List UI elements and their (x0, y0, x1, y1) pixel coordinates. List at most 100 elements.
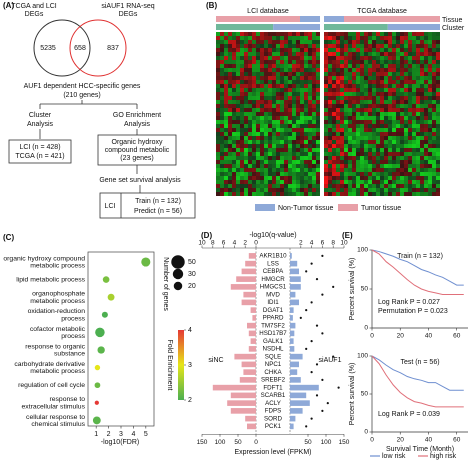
heatmap-cell (280, 60, 284, 64)
heatmap-cell (260, 112, 264, 116)
heatmap-cell (424, 40, 428, 44)
bar (250, 338, 256, 344)
gene-label: NSDHL (263, 346, 285, 353)
heatmap-cell (344, 164, 348, 168)
heatmap-cell (248, 92, 252, 96)
heatmap-cell (268, 184, 272, 188)
heatmap-cell (260, 176, 264, 180)
heatmap-cell (276, 164, 280, 168)
heatmap-cell (400, 132, 404, 136)
heatmap-cell (284, 148, 288, 152)
tick-label: 4 (233, 240, 237, 247)
heatmap-cell (260, 100, 264, 104)
heatmap-cell (312, 168, 316, 172)
heatmap-cell (408, 48, 412, 52)
heatmap-cell (248, 44, 252, 48)
heatmap-cell (244, 192, 248, 196)
heatmap-cell (404, 112, 408, 116)
heatmap-cell (224, 124, 228, 128)
heatmap-cell (292, 48, 296, 52)
heatmap-cell (424, 96, 428, 100)
heatmap-cell (432, 160, 436, 164)
heatmap-cell (412, 152, 416, 156)
heatmap-cell (428, 120, 432, 124)
heatmap-cell (304, 172, 308, 176)
heatmap-cell (228, 132, 232, 136)
heatmap-cell (408, 136, 412, 140)
heatmap-cell (316, 160, 320, 164)
heatmap-cell (428, 64, 432, 68)
heatmap-cell (252, 60, 256, 64)
tissue-bar (300, 16, 320, 22)
heatmap-cell (376, 188, 380, 192)
heatmap-cell (428, 144, 432, 148)
heatmap-cell (308, 68, 312, 72)
heatmap-cell (412, 104, 416, 108)
heatmap-cell (308, 136, 312, 140)
y-tick-label: 50 (361, 391, 369, 398)
heatmap-cell (376, 172, 380, 176)
heatmap-cell (308, 100, 312, 104)
heatmap-cell (436, 108, 440, 112)
heatmap-cell (396, 96, 400, 100)
step: Analysis (124, 121, 151, 128)
heatmap-cell (348, 96, 352, 100)
heatmap-cell (316, 192, 320, 196)
heatmap-cell (276, 40, 280, 44)
heatmap-cell (304, 60, 308, 64)
panel-label: (A) (3, 1, 14, 10)
heatmap-cell (428, 84, 432, 88)
heatmap-cell (312, 56, 316, 60)
heatmap-cell (432, 52, 436, 56)
heatmap-cell (264, 136, 268, 140)
heatmap-cell (284, 36, 288, 40)
heatmap-cell (400, 192, 404, 196)
heatmap-cell (224, 192, 228, 196)
heatmap-cell (232, 132, 236, 136)
heatmap-cell (420, 72, 424, 76)
heatmap-cell (416, 116, 420, 120)
heatmap-cell (420, 104, 424, 108)
size-legend-label: 20 (188, 283, 196, 290)
heatmap-cell (248, 52, 252, 56)
heatmap-cell (412, 88, 416, 92)
heatmap-cell (360, 184, 364, 188)
heatmap-cell (232, 40, 236, 44)
heatmap-cell (280, 76, 284, 80)
heatmap-cell (296, 48, 300, 52)
heatmap-cell (308, 188, 312, 192)
heatmap-cell (288, 184, 292, 188)
heatmap-cell (352, 96, 356, 100)
heatmap-cell (216, 100, 220, 104)
heatmap-cell (304, 116, 308, 120)
heatmap-cell (304, 132, 308, 136)
heatmap-cell (296, 180, 300, 184)
heatmap-cell (400, 180, 404, 184)
heatmap-cell (284, 72, 288, 76)
heatmap-cell (268, 180, 272, 184)
heatmap-cell (324, 180, 328, 184)
heatmap-cell (344, 160, 348, 164)
heatmap-cell (276, 144, 280, 148)
heatmap-cell (396, 180, 400, 184)
heatmap-cell (380, 168, 384, 172)
heatmap-cell (292, 128, 296, 132)
heatmap-cell (428, 40, 432, 44)
heatmap-cell (312, 76, 316, 80)
heatmap-cell (236, 56, 240, 60)
heatmap-cell (376, 32, 380, 36)
heatmap-cell (352, 88, 356, 92)
heatmap-cell (360, 88, 364, 92)
heatmap-cell (288, 160, 292, 164)
heatmap-cell (360, 40, 364, 44)
heatmap-cell (288, 88, 292, 92)
heatmap-cell (308, 112, 312, 116)
heatmap-cell (396, 112, 400, 116)
heatmap-cell (292, 124, 296, 128)
heatmap-cell (388, 184, 392, 188)
heatmap-cell (244, 140, 248, 144)
heatmap-cell (424, 180, 428, 184)
heatmap-cell (428, 160, 432, 164)
heatmap-cell (284, 132, 288, 136)
